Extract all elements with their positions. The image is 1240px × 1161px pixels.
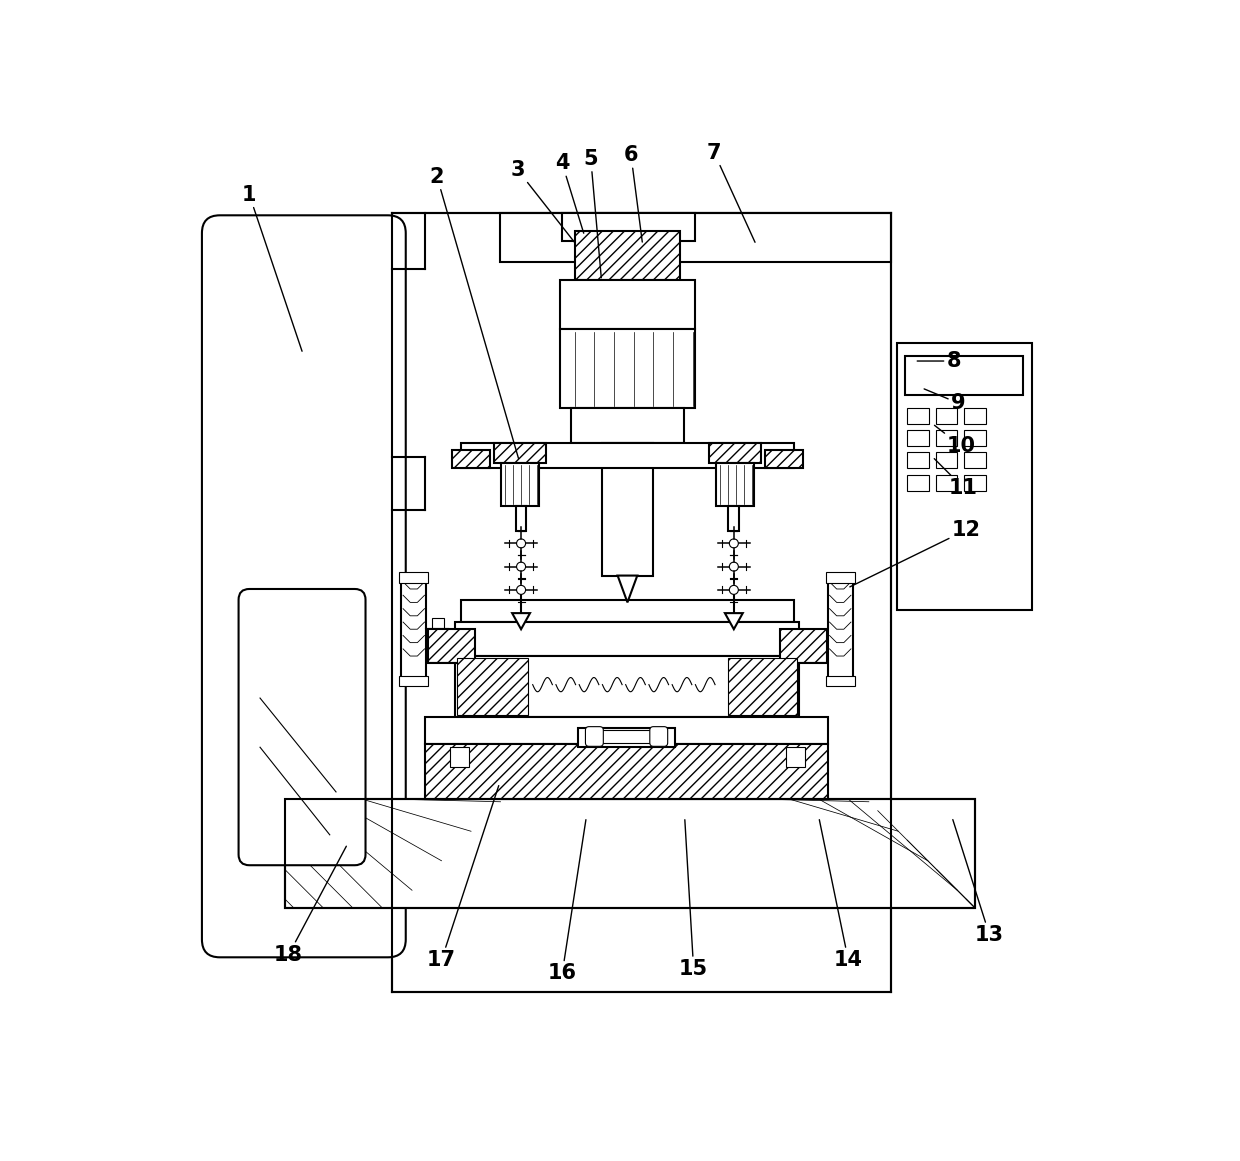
Bar xyxy=(709,444,760,463)
Bar xyxy=(428,629,475,663)
Bar xyxy=(425,744,828,799)
Text: 12: 12 xyxy=(849,520,981,586)
FancyBboxPatch shape xyxy=(238,589,366,865)
Bar xyxy=(578,728,675,748)
Text: 7: 7 xyxy=(707,143,755,243)
Text: 15: 15 xyxy=(680,820,708,979)
Text: 17: 17 xyxy=(427,786,498,969)
Bar xyxy=(559,329,696,408)
FancyBboxPatch shape xyxy=(585,727,604,747)
Bar xyxy=(908,453,929,468)
Bar xyxy=(936,430,957,446)
Polygon shape xyxy=(725,613,743,629)
Bar xyxy=(905,355,1023,395)
Bar xyxy=(461,444,794,468)
Bar xyxy=(728,506,739,531)
Bar xyxy=(402,576,427,682)
Bar xyxy=(908,475,929,491)
Bar xyxy=(965,475,986,491)
Bar xyxy=(516,506,527,531)
Text: 8: 8 xyxy=(918,351,961,372)
Bar xyxy=(432,618,444,644)
Text: 13: 13 xyxy=(952,820,1004,945)
Text: 4: 4 xyxy=(556,153,584,233)
Text: 18: 18 xyxy=(274,846,346,965)
Bar xyxy=(572,408,683,444)
Text: 11: 11 xyxy=(934,459,978,498)
Text: 16: 16 xyxy=(548,820,587,983)
Bar xyxy=(455,656,799,716)
Bar xyxy=(908,430,929,446)
Bar xyxy=(501,463,539,506)
FancyBboxPatch shape xyxy=(650,727,667,747)
FancyBboxPatch shape xyxy=(202,215,405,958)
Bar xyxy=(897,344,1033,610)
Bar xyxy=(965,408,986,424)
Bar xyxy=(500,212,892,261)
Bar xyxy=(495,444,546,463)
Text: 14: 14 xyxy=(820,820,863,969)
Circle shape xyxy=(517,562,526,571)
Circle shape xyxy=(517,585,526,594)
Bar xyxy=(601,444,653,576)
Bar xyxy=(399,676,428,686)
Bar xyxy=(908,408,929,424)
Bar xyxy=(450,748,469,767)
Bar xyxy=(399,572,428,583)
Bar xyxy=(425,716,828,744)
Bar xyxy=(936,453,957,468)
Text: 5: 5 xyxy=(584,149,601,277)
Bar xyxy=(786,748,805,767)
Bar xyxy=(715,463,754,506)
Bar xyxy=(574,231,681,280)
Bar xyxy=(453,450,490,468)
Bar xyxy=(562,212,694,241)
Bar xyxy=(589,730,665,743)
Bar xyxy=(392,212,892,993)
Bar xyxy=(455,622,799,656)
Circle shape xyxy=(517,539,526,548)
Bar xyxy=(965,453,986,468)
Bar xyxy=(780,629,827,663)
Bar xyxy=(936,475,957,491)
Bar xyxy=(728,658,797,715)
Bar xyxy=(765,450,802,468)
Text: 6: 6 xyxy=(624,145,642,241)
Text: 2: 2 xyxy=(430,167,518,459)
Bar xyxy=(456,658,528,715)
Polygon shape xyxy=(618,576,637,603)
Text: 3: 3 xyxy=(510,160,575,243)
Text: 10: 10 xyxy=(935,425,976,456)
Bar xyxy=(826,572,854,583)
Polygon shape xyxy=(512,613,529,629)
Circle shape xyxy=(729,585,738,594)
Bar xyxy=(285,799,975,908)
Bar xyxy=(461,600,794,622)
Bar xyxy=(936,408,957,424)
Text: 9: 9 xyxy=(924,389,966,413)
Text: 1: 1 xyxy=(242,185,303,352)
Bar xyxy=(826,676,854,686)
Bar xyxy=(828,576,853,682)
Bar xyxy=(559,280,696,329)
Bar xyxy=(965,430,986,446)
Bar xyxy=(285,799,975,908)
Circle shape xyxy=(729,562,738,571)
Circle shape xyxy=(729,539,738,548)
